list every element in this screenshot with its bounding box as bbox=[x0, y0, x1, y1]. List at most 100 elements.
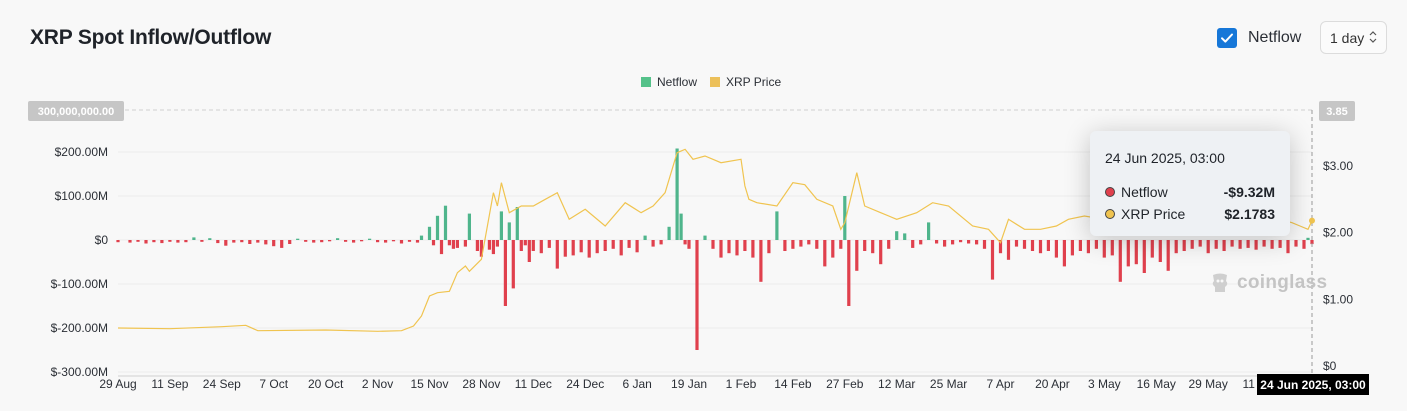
netflow-bar bbox=[447, 240, 451, 246]
netflow-bar bbox=[587, 240, 591, 258]
netflow-bar bbox=[224, 240, 228, 246]
netflow-bar bbox=[751, 240, 755, 258]
chart-grid bbox=[118, 109, 1312, 373]
netflow-bar bbox=[727, 240, 731, 254]
netflow-bar bbox=[579, 240, 583, 253]
y-axis-left: $200.00M $100.00M $0 $-100.00M $-200.00M $-30… bbox=[51, 145, 109, 379]
netflow-bar bbox=[184, 240, 188, 243]
netflow-bar bbox=[1118, 240, 1122, 282]
tooltip-netflow-name: Netflow bbox=[1121, 184, 1168, 200]
netflow-bar bbox=[863, 240, 867, 251]
netflow-bar bbox=[1294, 240, 1298, 247]
netflow-bar bbox=[667, 226, 671, 240]
x-tick-label: 15 Nov bbox=[410, 377, 448, 391]
netflow-bar bbox=[455, 240, 459, 248]
tooltip-date: 24 Jun 2025, 03:00 bbox=[1105, 150, 1225, 166]
netflow-bar bbox=[136, 240, 140, 242]
x-tick-label: 20 Apr bbox=[1035, 377, 1070, 391]
netflow-checkbox[interactable] bbox=[1217, 28, 1237, 48]
netflow-bar bbox=[1054, 240, 1058, 258]
interval-select[interactable]: 1 day bbox=[1320, 21, 1387, 54]
checkmark-icon bbox=[1221, 33, 1233, 43]
netflow-bar bbox=[843, 196, 847, 240]
netflow-bar bbox=[531, 240, 535, 251]
netflow-bar bbox=[439, 240, 444, 255]
netflow-bar bbox=[407, 240, 412, 242]
netflow-bar bbox=[391, 240, 396, 242]
netflow-bar bbox=[1286, 240, 1290, 254]
netflow-bar bbox=[815, 240, 819, 249]
y-right-tick-label: $1.00 bbox=[1323, 292, 1353, 306]
x-tick-label: 25 Mar bbox=[930, 377, 967, 391]
netflow-bar bbox=[1214, 240, 1218, 249]
netflow-bar bbox=[847, 240, 851, 306]
x-hover-label-text: 24 Jun 2025, 03:00 bbox=[1260, 378, 1366, 392]
netflow-bar bbox=[839, 240, 843, 249]
netflow-bar bbox=[719, 240, 723, 258]
netflow-bar bbox=[427, 226, 432, 240]
y-left-top-marker: 300,000,000.00 bbox=[28, 101, 124, 121]
netflow-bar bbox=[519, 240, 523, 251]
netflow-bar bbox=[1278, 240, 1282, 248]
netflow-bar bbox=[555, 240, 559, 269]
netflow-bar bbox=[399, 240, 404, 244]
netflow-bar bbox=[1302, 240, 1306, 249]
y-left-tick-label: $100.00M bbox=[55, 189, 108, 203]
legend-netflow-label[interactable]: Netflow bbox=[657, 75, 697, 89]
tooltip-price-name: XRP Price bbox=[1121, 206, 1186, 222]
netflow-bar bbox=[511, 240, 515, 289]
netflow-bar bbox=[990, 240, 995, 280]
netflow-bar bbox=[515, 207, 519, 240]
netflow-bar bbox=[264, 240, 268, 245]
netflow-bar bbox=[280, 240, 284, 248]
tooltip-netflow-dot bbox=[1105, 187, 1115, 197]
netflow-bar bbox=[479, 240, 483, 257]
x-hover-label: 24 Jun 2025, 03:00 bbox=[1257, 374, 1369, 395]
netflow-bar bbox=[783, 240, 787, 251]
netflow-bar bbox=[1014, 240, 1019, 247]
netflow-bar bbox=[679, 213, 683, 240]
netflow-bar bbox=[1254, 240, 1258, 250]
netflow-bar bbox=[563, 240, 567, 257]
netflow-bar bbox=[344, 240, 348, 242]
netflow-bar bbox=[368, 238, 372, 240]
netflow-bar bbox=[431, 240, 436, 246]
netflow-bar bbox=[1270, 240, 1274, 249]
netflow-bar bbox=[887, 240, 891, 249]
netflow-bar bbox=[1102, 240, 1106, 258]
netflow-bar bbox=[1190, 240, 1194, 249]
netflow-bar bbox=[176, 240, 180, 243]
x-tick-label: 24 Sep bbox=[203, 377, 241, 391]
netflow-bar bbox=[467, 213, 471, 240]
x-tick-label: 27 Feb bbox=[826, 377, 864, 391]
netflow-bar bbox=[152, 240, 156, 243]
netflow-bar bbox=[507, 222, 511, 240]
x-tick-label: 11 Sep bbox=[151, 377, 188, 391]
netflow-toggle[interactable]: Netflow bbox=[1217, 27, 1301, 49]
netflow-bar bbox=[376, 240, 380, 243]
netflow-bar bbox=[1150, 240, 1154, 258]
netflow-bar bbox=[1310, 240, 1314, 245]
netflow-bar bbox=[687, 240, 691, 249]
netflow-bar bbox=[879, 240, 883, 265]
netflow-bar bbox=[208, 238, 212, 240]
netflow-bar bbox=[491, 240, 495, 255]
legend-price-label[interactable]: XRP Price bbox=[726, 75, 781, 89]
netflow-bar bbox=[1086, 240, 1090, 254]
x-tick-label: 24 Dec bbox=[566, 377, 604, 391]
netflow-bar bbox=[1110, 240, 1114, 256]
netflow-bar bbox=[635, 240, 639, 253]
netflow-bar bbox=[1062, 240, 1066, 267]
x-tick-label: 7 Oct bbox=[259, 377, 288, 391]
interval-select-value: 1 day bbox=[1330, 29, 1365, 46]
y-left-tick-label: $-200.00M bbox=[51, 321, 108, 335]
netflow-bar bbox=[1306, 237, 1310, 240]
netflow-bar bbox=[903, 233, 907, 240]
tooltip-price-value: $2.1783 bbox=[1224, 206, 1275, 222]
x-tick-label: 7 Apr bbox=[987, 377, 1015, 391]
x-tick-label: 19 Jan bbox=[671, 377, 707, 391]
watermark-text: coinglass bbox=[1237, 272, 1328, 293]
legend-netflow-swatch bbox=[641, 77, 651, 87]
netflow-bar bbox=[1030, 240, 1035, 251]
